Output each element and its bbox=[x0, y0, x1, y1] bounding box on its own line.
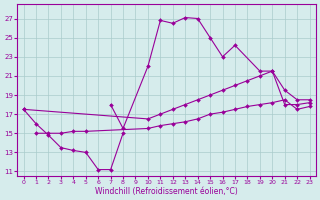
X-axis label: Windchill (Refroidissement éolien,°C): Windchill (Refroidissement éolien,°C) bbox=[95, 187, 238, 196]
